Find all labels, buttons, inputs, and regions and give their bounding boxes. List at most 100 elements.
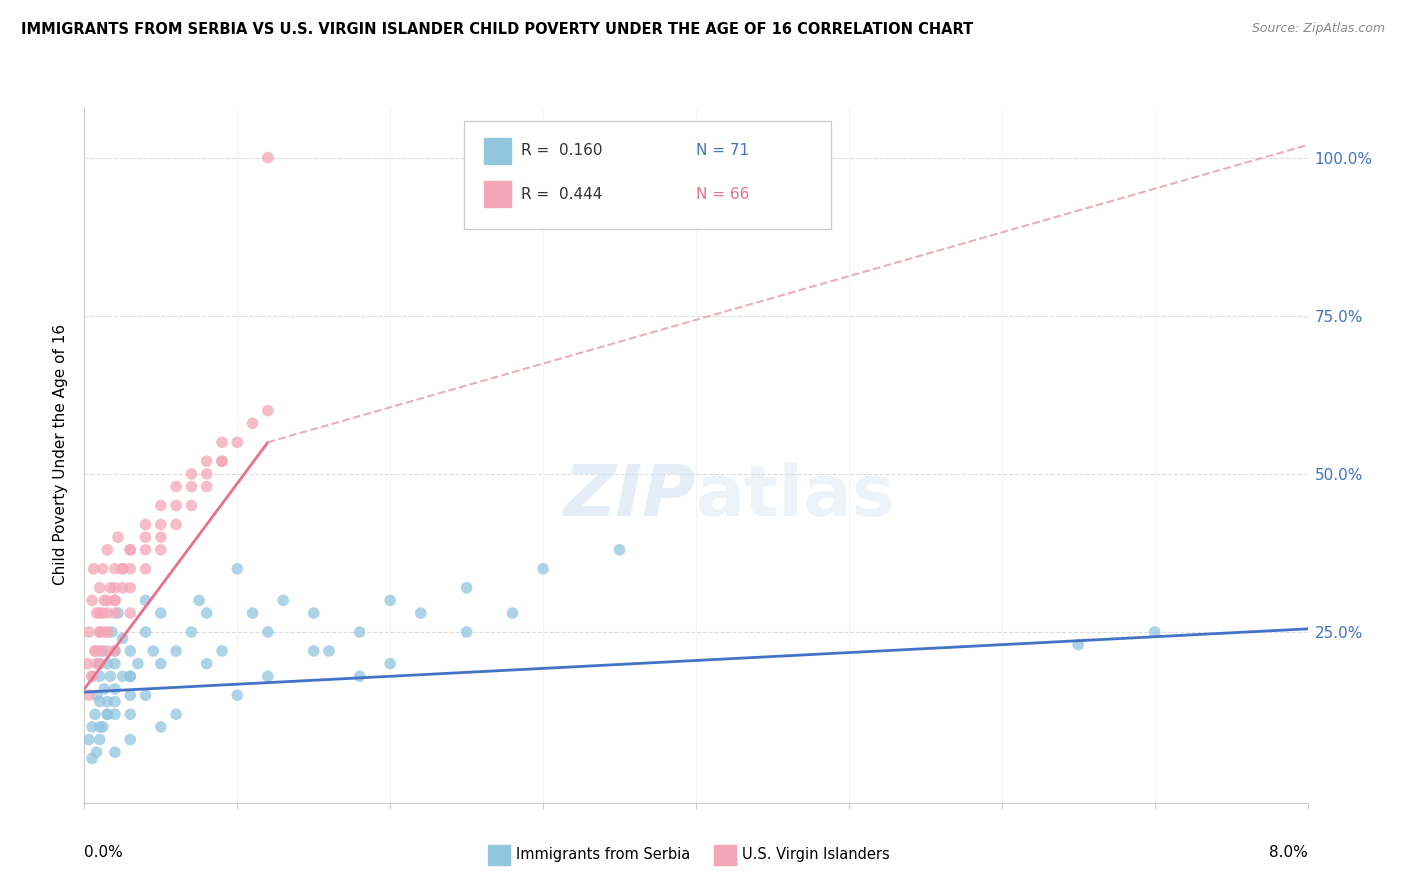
Point bbox=[111, 632, 134, 646]
Point bbox=[86, 606, 108, 620]
Point bbox=[96, 644, 118, 658]
Point bbox=[149, 499, 172, 513]
Point bbox=[91, 720, 114, 734]
Point bbox=[80, 669, 103, 683]
Point bbox=[104, 593, 127, 607]
Point bbox=[180, 625, 202, 640]
Point bbox=[380, 657, 402, 671]
Point bbox=[409, 606, 432, 620]
Point bbox=[104, 606, 127, 620]
Point bbox=[165, 644, 187, 658]
Point bbox=[91, 562, 114, 576]
Point bbox=[456, 625, 478, 640]
Point bbox=[89, 644, 111, 658]
Point bbox=[120, 542, 142, 557]
Bar bbox=[488, 846, 510, 864]
Point bbox=[226, 688, 249, 702]
Point bbox=[89, 669, 111, 683]
Point bbox=[149, 530, 172, 544]
Point bbox=[111, 669, 134, 683]
Text: U.S. Virgin Islanders: U.S. Virgin Islanders bbox=[742, 847, 890, 863]
Point bbox=[195, 467, 218, 481]
Point bbox=[120, 606, 142, 620]
Point bbox=[84, 644, 107, 658]
Point bbox=[111, 562, 134, 576]
Point bbox=[380, 593, 402, 607]
Text: R =  0.160: R = 0.160 bbox=[522, 144, 603, 159]
Point bbox=[149, 542, 172, 557]
Point bbox=[93, 681, 115, 696]
Point bbox=[609, 542, 631, 557]
Point bbox=[242, 606, 264, 620]
Point bbox=[91, 644, 114, 658]
Point bbox=[107, 530, 129, 544]
Point bbox=[120, 562, 142, 576]
Point bbox=[89, 720, 111, 734]
Point bbox=[180, 479, 202, 493]
Point bbox=[107, 606, 129, 620]
Point bbox=[195, 454, 218, 468]
Bar bbox=[484, 181, 512, 207]
Point bbox=[211, 454, 233, 468]
Point bbox=[226, 562, 249, 576]
Text: 8.0%: 8.0% bbox=[1268, 845, 1308, 860]
Point bbox=[120, 688, 142, 702]
Point bbox=[93, 593, 115, 607]
Point bbox=[242, 417, 264, 431]
Point bbox=[104, 707, 127, 722]
Point bbox=[165, 479, 187, 493]
Point bbox=[96, 657, 118, 671]
Text: 0.0%: 0.0% bbox=[84, 845, 124, 860]
Point bbox=[84, 707, 107, 722]
Point bbox=[271, 593, 294, 607]
Point bbox=[111, 581, 134, 595]
Text: Immigrants from Serbia: Immigrants from Serbia bbox=[516, 847, 690, 863]
Point bbox=[226, 435, 249, 450]
Point bbox=[195, 657, 218, 671]
Point bbox=[120, 732, 142, 747]
Point bbox=[257, 403, 280, 417]
Point bbox=[180, 467, 202, 481]
Point bbox=[135, 542, 157, 557]
Point bbox=[188, 593, 211, 607]
Point bbox=[80, 751, 103, 765]
Point bbox=[83, 562, 105, 576]
Point bbox=[120, 669, 142, 683]
Point bbox=[96, 593, 118, 607]
Point bbox=[120, 707, 142, 722]
Point bbox=[96, 707, 118, 722]
Point bbox=[302, 644, 325, 658]
Text: Source: ZipAtlas.com: Source: ZipAtlas.com bbox=[1251, 22, 1385, 36]
Point bbox=[104, 745, 127, 759]
Point bbox=[77, 688, 100, 702]
Point bbox=[135, 562, 157, 576]
Point bbox=[89, 581, 111, 595]
Point bbox=[165, 707, 187, 722]
Point bbox=[104, 644, 127, 658]
Point bbox=[80, 593, 103, 607]
Point bbox=[89, 625, 111, 640]
Point bbox=[318, 644, 340, 658]
Point bbox=[120, 644, 142, 658]
Y-axis label: Child Poverty Under the Age of 16: Child Poverty Under the Age of 16 bbox=[53, 325, 69, 585]
Point bbox=[89, 625, 111, 640]
Point bbox=[257, 151, 280, 165]
Point bbox=[502, 606, 524, 620]
Text: R =  0.444: R = 0.444 bbox=[522, 186, 602, 202]
Point bbox=[456, 581, 478, 595]
Point bbox=[91, 606, 114, 620]
Point bbox=[149, 657, 172, 671]
Point bbox=[135, 688, 157, 702]
Point bbox=[142, 644, 165, 658]
Point bbox=[89, 732, 111, 747]
Point bbox=[211, 644, 233, 658]
Point bbox=[104, 562, 127, 576]
Bar bbox=[714, 846, 737, 864]
Point bbox=[80, 720, 103, 734]
Text: IMMIGRANTS FROM SERBIA VS U.S. VIRGIN ISLANDER CHILD POVERTY UNDER THE AGE OF 16: IMMIGRANTS FROM SERBIA VS U.S. VIRGIN IS… bbox=[21, 22, 973, 37]
Point bbox=[89, 657, 111, 671]
Point bbox=[257, 669, 280, 683]
Point bbox=[104, 593, 127, 607]
Point bbox=[211, 435, 233, 450]
Point bbox=[349, 625, 371, 640]
